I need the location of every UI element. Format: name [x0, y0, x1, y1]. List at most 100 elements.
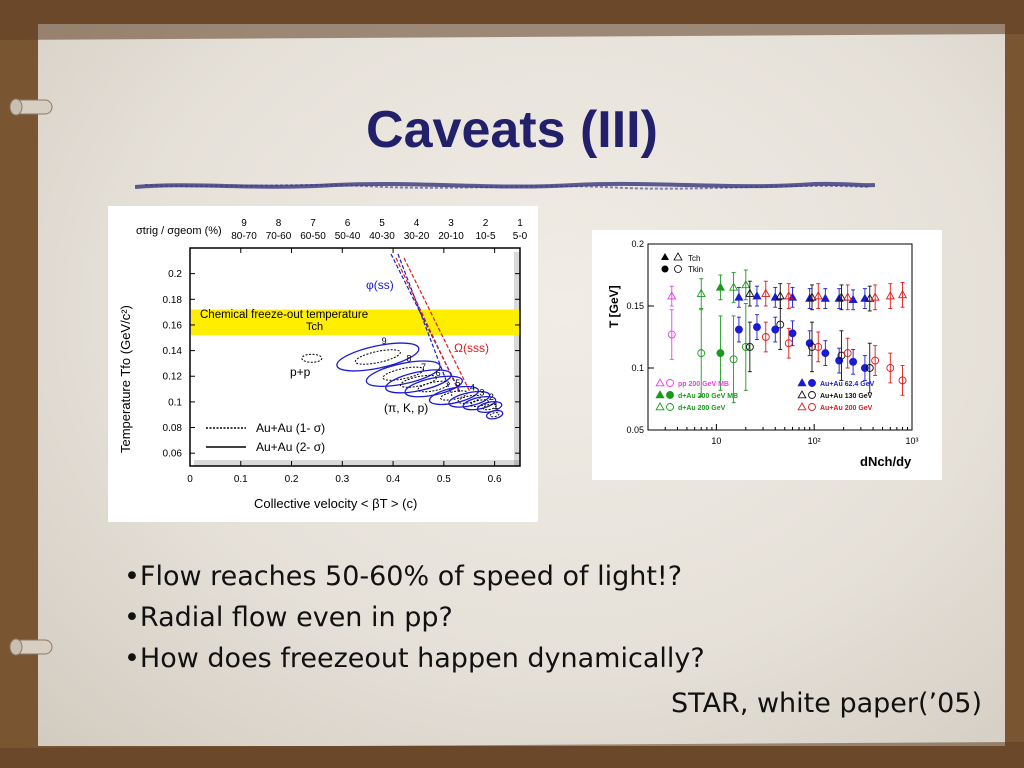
data-point: [761, 288, 771, 297]
pp-contour: [301, 353, 323, 363]
x-axis-label: Collective velocity < βT > (c): [254, 496, 417, 511]
legend-item: Au+Au 62.4 GeV: [820, 381, 875, 388]
y-tick-label: 0.1: [631, 363, 644, 373]
y-tick-label: 0.08: [163, 423, 183, 434]
contour-1sigma: [469, 399, 489, 408]
y-tick-label: 0.12: [163, 372, 183, 383]
data-point: [886, 364, 895, 372]
centrality-bin-number: 4: [414, 218, 420, 229]
data-point: [752, 291, 762, 300]
x-tick-label: 0.5: [437, 474, 451, 485]
phi-label: φ(ss): [366, 278, 394, 292]
centrality-bin-number: 7: [310, 218, 316, 229]
data-point: [897, 289, 908, 299]
data-point: [820, 293, 830, 302]
centrality-bin-range: 10-5: [475, 231, 495, 242]
centrality-bin-range: 5-0: [513, 231, 528, 242]
band-label: Chemical freeze-out temperature: [200, 309, 368, 321]
data-point: [797, 378, 807, 387]
data-point: [753, 323, 761, 332]
centrality-bin-range: 70-60: [266, 231, 292, 242]
y-tick-label: 0.1: [168, 397, 182, 408]
data-point: [734, 292, 744, 301]
freezeout-chart: σtrig / σgeom (%) 9 80-70 8 70-60 7 60-50 6 50-…: [118, 218, 528, 511]
peg-icon: [9, 638, 53, 656]
centrality-bin-range: 60-50: [300, 231, 326, 242]
y-tick-label: 0.05: [626, 425, 644, 435]
data-point: [843, 292, 853, 301]
legend-item: Au+Au 200 GeV: [820, 405, 873, 412]
data-point: [745, 288, 755, 297]
peg-icon: [9, 98, 53, 116]
title-underline: [135, 181, 875, 190]
chart-legend: Au+Au (1- σ) Au+Au (2- σ): [206, 421, 325, 454]
freezeout-chart-panel: σtrig / σgeom (%) 9 80-70 8 70-60 7 60-50 6 50-…: [108, 206, 538, 522]
legend-item: Au+Au (1- σ): [256, 421, 325, 435]
contour-2sigma: [336, 342, 420, 372]
x-tick-label: 0.3: [335, 474, 349, 485]
pp-label: p+p: [290, 365, 311, 379]
x-tick-label: 0.2: [285, 474, 299, 485]
centrality-marker-label: 7: [421, 362, 426, 372]
particles-label: (π, K, p): [384, 401, 428, 415]
x-tick-label: 10³: [905, 436, 918, 446]
centrality-bin-number: 5: [379, 218, 385, 229]
data-point: [776, 320, 785, 329]
contour-1sigma: [354, 349, 401, 365]
centrality-marker-label: 4: [470, 383, 475, 393]
y-axis-label: Temperature Tfo (GeV/c²): [118, 305, 133, 453]
y-tick-label: 0.2: [168, 269, 182, 280]
data-point: [843, 349, 852, 358]
data-point: [761, 333, 770, 341]
x-tick-label: 0.1: [234, 474, 248, 485]
data-point: [666, 403, 674, 411]
centrality-marker-label: 5: [455, 378, 460, 388]
data-point: [808, 342, 816, 351]
legend-item: d+Au 200 GeV: [678, 405, 726, 412]
data-point: [667, 330, 676, 339]
centrality-bin-number: 8: [276, 218, 282, 229]
data-point: [797, 390, 807, 399]
data-point: [741, 342, 750, 351]
plot-frame: [647, 243, 913, 431]
centrality-bin-range: 20-10: [438, 231, 464, 242]
x-tick-label: 10: [711, 436, 721, 446]
data-point: [813, 291, 823, 300]
centrality-marker-label: 3: [479, 387, 484, 397]
data-point: [729, 282, 739, 291]
bullet-item: •Flow reaches 50-60% of speed of light!?: [124, 561, 683, 592]
centrality-marker-label: 2: [489, 392, 494, 402]
citation: STAR, white paper(’05): [671, 688, 982, 719]
x-axis-label: dNch/dy: [860, 454, 912, 469]
data-point: [808, 379, 816, 387]
data-point: [734, 325, 743, 334]
data-point: [870, 292, 880, 301]
data-point: [808, 403, 816, 411]
temperature-chart: 10 10² 10³ 0.05 0.1 0.15 0.2 Tch Tkin pp 200 G…: [607, 239, 919, 469]
data-point: [696, 288, 706, 297]
y-tick-label: 0.2: [631, 239, 644, 249]
data-point: [729, 355, 738, 364]
x-tick-label: 0.4: [386, 474, 400, 485]
centrality-bin-number: 6: [345, 218, 351, 229]
y-tick-label: 0.16: [163, 320, 183, 331]
data-point: [865, 364, 874, 372]
centrality-bin-range: 80-70: [231, 231, 257, 242]
data-point: [697, 349, 706, 358]
y-tick-label: 0.06: [163, 449, 183, 460]
data-point: [808, 391, 816, 399]
contour-2sigma: [365, 360, 441, 387]
centrality-bin-number: 3: [448, 218, 454, 229]
top-legend: Tch Tkin: [661, 252, 703, 274]
centrality-bin-number: 2: [483, 218, 489, 229]
data-point: [741, 279, 751, 289]
slide-title: Caveats (III): [366, 101, 658, 159]
top-axis-label: σtrig / σgeom (%): [136, 225, 222, 237]
contour-2sigma: [428, 385, 480, 406]
legend-item: d+Au 200 GeV MB: [678, 393, 738, 400]
omega-label: Ω(sss): [454, 341, 489, 355]
data-point: [885, 291, 895, 300]
data-point: [655, 390, 665, 399]
y-tick-label: 0.14: [163, 346, 183, 357]
centrality-marker-label: 8: [406, 353, 411, 363]
